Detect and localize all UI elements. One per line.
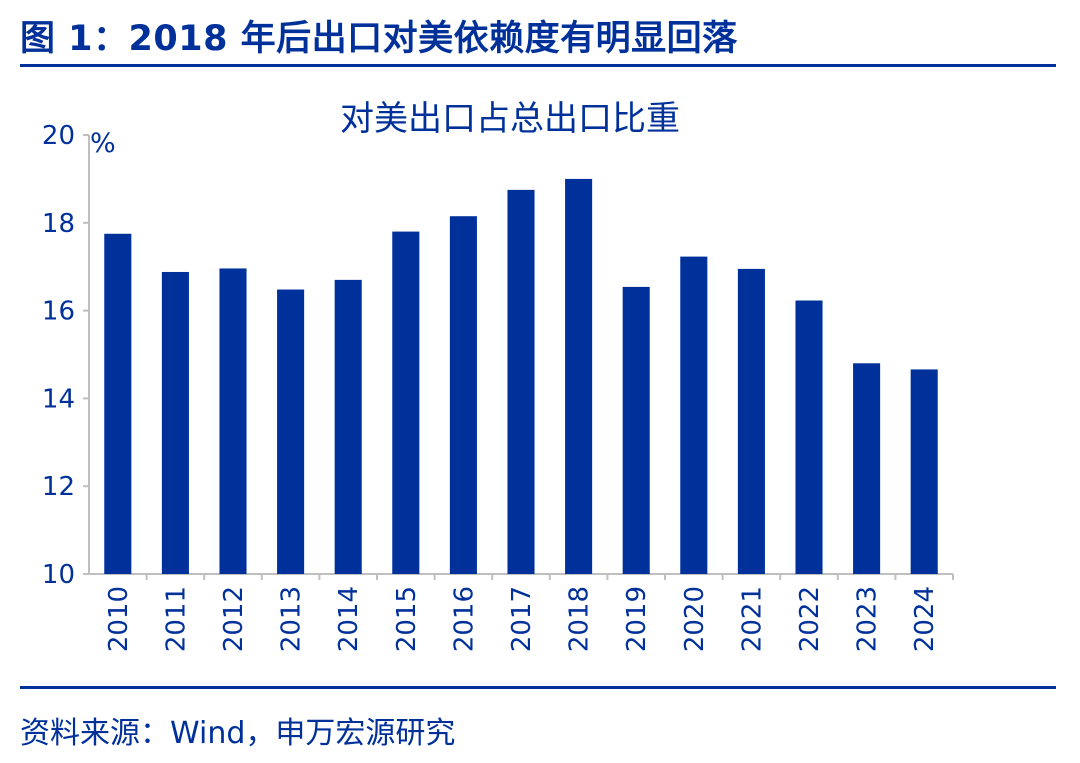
y-tick-label: 12	[42, 472, 75, 502]
bar-2023	[853, 363, 881, 574]
y-axis-unit: %	[90, 128, 116, 159]
bar-2014	[334, 279, 362, 574]
bar-2017	[507, 189, 535, 574]
x-tick-label-2023: 2023	[853, 586, 883, 652]
x-tick-label-2014: 2014	[334, 586, 364, 652]
bar-2013	[277, 289, 305, 574]
x-tick-label-2017: 2017	[507, 586, 537, 652]
x-tick-label-2015: 2015	[392, 586, 422, 652]
bar-2020	[680, 256, 708, 574]
x-tick-label-2016: 2016	[449, 586, 479, 652]
x-axis-labels: 2010 2011 2012 2013 2014 2015 2016 2017 2018 2019…	[104, 574, 954, 652]
y-tick-label: 10	[42, 560, 75, 590]
source-note: 资料来源：Wind，申万宏源研究	[20, 716, 456, 751]
bar-2018	[565, 178, 593, 574]
bar-2012	[219, 268, 247, 574]
bar-2021	[737, 268, 765, 574]
x-tick-label-2010: 2010	[104, 586, 134, 652]
bar-2022	[795, 300, 823, 574]
bar-2011	[161, 271, 189, 574]
y-tick-label: 14	[42, 384, 75, 414]
y-tick-label: 18	[42, 209, 75, 239]
x-tick-label-2012: 2012	[219, 586, 249, 652]
bars	[104, 178, 938, 574]
bar-2010	[104, 233, 132, 574]
x-tick-label-2024: 2024	[910, 586, 940, 652]
figure-title: 图 1：2018 年后出口对美依赖度有明显回落	[20, 19, 738, 59]
chart-title: 对美出口占总出口比重	[340, 99, 680, 139]
y-axis-ticks: 10 12 14 16 18 20	[42, 121, 89, 590]
x-tick-label-2022: 2022	[795, 586, 825, 652]
x-tick-label-2019: 2019	[622, 586, 652, 652]
top-rule	[20, 64, 1056, 67]
x-tick-label-2013: 2013	[277, 586, 307, 652]
x-tick-label-2011: 2011	[161, 586, 191, 652]
bar-2015	[392, 231, 420, 574]
x-tick-label-2021: 2021	[737, 586, 767, 652]
bar-2019	[622, 286, 650, 574]
bar-2024	[910, 369, 938, 574]
bar-2016	[449, 216, 477, 574]
y-tick-label: 16	[42, 297, 75, 327]
x-tick-label-2020: 2020	[680, 586, 710, 652]
y-tick-label: 20	[42, 121, 75, 151]
bottom-rule	[20, 686, 1056, 689]
x-tick-label-2018: 2018	[565, 586, 595, 652]
